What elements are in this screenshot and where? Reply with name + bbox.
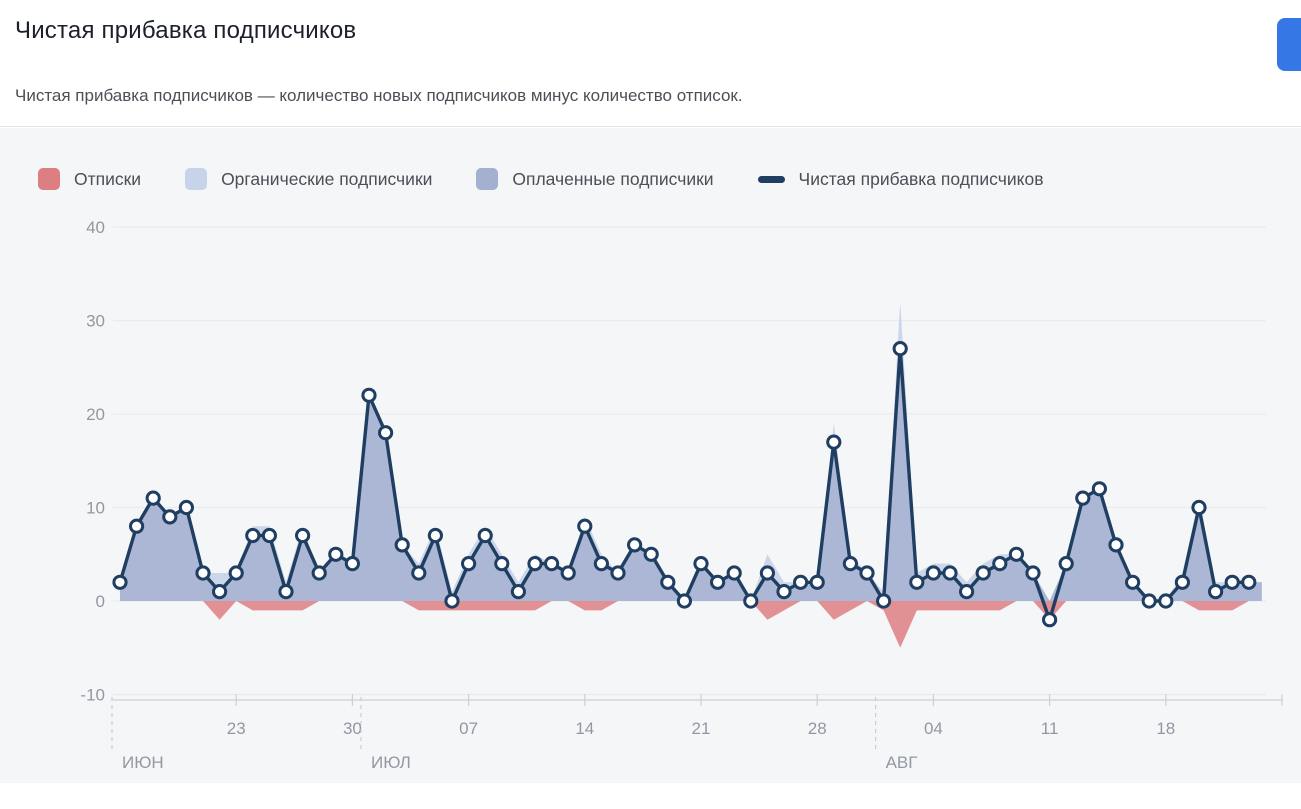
data-point-marker[interactable]	[593, 556, 610, 572]
action-button[interactable]	[1277, 18, 1301, 71]
data-point-marker[interactable]	[1025, 565, 1041, 581]
data-point-marker[interactable]	[1091, 481, 1108, 497]
header: Чистая прибавка подписчиков Чистая приба…	[0, 0, 1301, 127]
data-point-marker[interactable]	[1158, 593, 1174, 609]
legend-label: Оплаченные подписчики	[512, 168, 714, 189]
data-point-marker[interactable]	[1008, 546, 1025, 562]
data-point-marker[interactable]	[809, 574, 825, 590]
page-description: Чистая прибавка подписчиков — количество…	[15, 86, 743, 105]
data-point-marker[interactable]	[577, 518, 593, 534]
unsubscribes-swatch-icon	[38, 168, 60, 190]
data-point-marker[interactable]	[212, 584, 228, 600]
data-point-marker[interactable]	[245, 527, 261, 544]
data-point-marker[interactable]	[610, 565, 626, 581]
data-point-marker[interactable]	[1208, 584, 1224, 600]
data-point-marker[interactable]	[361, 387, 377, 403]
chart-legend: Отписки Органические подписчики Оплаченн…	[38, 168, 1044, 190]
legend-item-unsubscribes[interactable]: Отписки	[38, 168, 141, 190]
data-point-marker[interactable]	[643, 546, 659, 562]
data-point-marker[interactable]	[842, 556, 859, 572]
data-point-marker[interactable]	[129, 518, 145, 534]
data-point-marker[interactable]	[942, 565, 958, 581]
data-point-marker[interactable]	[693, 556, 709, 572]
data-point-marker[interactable]	[228, 565, 244, 581]
legend-item-organic-subscribers[interactable]: Органические подписчики	[185, 168, 432, 190]
data-point-marker[interactable]	[1241, 574, 1257, 590]
data-point-marker[interactable]	[162, 509, 178, 525]
data-point-marker[interactable]	[1042, 612, 1058, 628]
data-point-marker[interactable]	[461, 556, 477, 572]
data-point-marker[interactable]	[311, 565, 327, 581]
data-point-marker[interactable]	[710, 574, 726, 590]
data-point-marker[interactable]	[1224, 574, 1240, 590]
data-point-marker[interactable]	[660, 574, 676, 590]
data-point-marker[interactable]	[295, 527, 311, 544]
data-point-marker[interactable]	[892, 341, 908, 357]
legend-item-net-gain[interactable]: Чистая прибавка подписчиков	[757, 168, 1044, 190]
data-point-marker[interactable]	[1075, 490, 1091, 506]
legend-label: Органические подписчики	[221, 168, 433, 189]
data-point-marker[interactable]	[1125, 574, 1141, 590]
data-point-marker[interactable]	[726, 565, 742, 581]
legend-label: Отписки	[74, 168, 142, 189]
data-point-marker[interactable]	[178, 499, 194, 516]
net-gain-line-swatch-icon	[757, 175, 785, 183]
data-point-marker[interactable]	[975, 565, 991, 581]
data-point-marker[interactable]	[992, 556, 1008, 572]
paid-subscribers-swatch-icon	[476, 168, 499, 190]
data-point-marker[interactable]	[776, 584, 792, 600]
organic-subscribers-swatch-icon	[185, 168, 208, 190]
data-point-marker[interactable]	[627, 537, 643, 553]
data-point-marker[interactable]	[793, 574, 809, 590]
data-point-marker[interactable]	[1141, 593, 1157, 609]
data-point-marker[interactable]	[959, 584, 975, 600]
data-point-marker[interactable]	[477, 527, 493, 544]
page-title: Чистая прибавка подписчиков	[15, 17, 357, 44]
data-point-marker[interactable]	[876, 593, 892, 609]
data-point-marker[interactable]	[378, 425, 394, 441]
data-point-marker[interactable]	[759, 565, 776, 581]
data-point-marker[interactable]	[1108, 537, 1124, 553]
data-point-marker[interactable]	[344, 556, 360, 572]
data-point-marker[interactable]	[494, 556, 510, 572]
data-point-marker[interactable]	[527, 556, 543, 572]
data-point-marker[interactable]	[676, 593, 693, 609]
data-point-marker[interactable]	[394, 537, 410, 553]
data-point-marker[interactable]	[145, 490, 161, 506]
data-point-marker[interactable]	[859, 565, 875, 581]
data-point-marker[interactable]	[826, 434, 842, 450]
data-point-marker[interactable]	[444, 593, 460, 609]
legend-item-paid-subscribers[interactable]: Оплаченные подписчики	[476, 168, 714, 190]
data-point-marker[interactable]	[328, 546, 344, 562]
data-point-marker[interactable]	[1058, 556, 1074, 572]
data-point-marker[interactable]	[261, 527, 277, 544]
data-point-marker[interactable]	[925, 565, 942, 581]
data-point-marker[interactable]	[544, 556, 560, 572]
data-point-marker[interactable]	[1191, 499, 1207, 516]
data-point-marker[interactable]	[278, 584, 294, 600]
data-point-marker[interactable]	[560, 565, 576, 581]
data-point-marker[interactable]	[411, 565, 427, 581]
chart-section: Отписки Органические подписчики Оплаченн…	[0, 128, 1301, 783]
data-point-marker[interactable]	[1174, 574, 1191, 590]
data-point-marker[interactable]	[112, 574, 128, 590]
data-point-marker[interactable]	[427, 527, 443, 544]
data-point-marker[interactable]	[909, 574, 925, 590]
data-point-marker[interactable]	[510, 584, 527, 600]
data-point-marker[interactable]	[195, 565, 211, 581]
legend-label: Чистая прибавка подписчиков	[798, 168, 1044, 189]
data-point-marker[interactable]	[743, 593, 759, 609]
